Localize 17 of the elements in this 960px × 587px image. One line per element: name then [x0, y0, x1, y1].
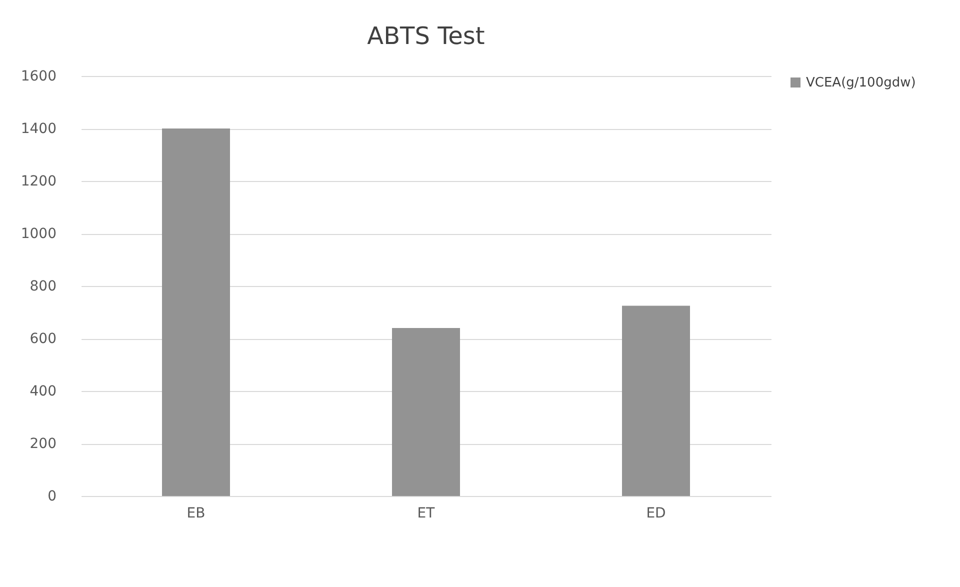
- y-tick-label: 1400: [20, 121, 56, 137]
- y-tick-label: 400: [30, 384, 56, 400]
- bar: [622, 306, 690, 496]
- y-tick-label: 1200: [20, 174, 56, 190]
- y-tick-label: 800: [30, 278, 56, 294]
- bar: [392, 328, 460, 496]
- x-tick-label: ED: [646, 506, 666, 522]
- y-tick-label: 1600: [20, 68, 56, 84]
- y-tick-label: 600: [30, 331, 56, 347]
- y-tick-label: 200: [30, 436, 56, 452]
- x-tick-label: EB: [186, 506, 206, 522]
- x-tick-label: ET: [417, 506, 436, 522]
- y-tick-label: 1000: [20, 226, 56, 242]
- y-tick-label: 0: [48, 488, 56, 504]
- bar: [162, 128, 230, 496]
- legend-label: VCEA(g/100gdw): [806, 76, 916, 90]
- chart-title: ABTS Test: [367, 22, 485, 50]
